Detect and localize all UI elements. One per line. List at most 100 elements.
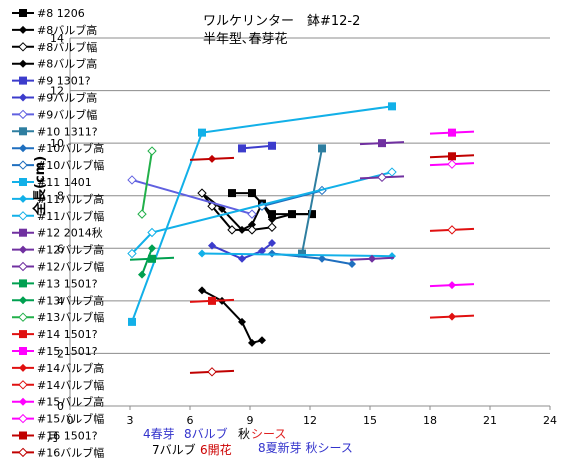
legend-item: #12バルブ高 — [12, 243, 104, 257]
data-point — [147, 227, 157, 238]
series-17 — [138, 244, 156, 279]
legend-marker — [19, 194, 27, 203]
series-line — [301, 148, 323, 254]
data-point — [378, 139, 386, 148]
series-18 — [137, 146, 157, 219]
legend-marker — [19, 127, 27, 136]
y-axis-label: 全長(cm) — [32, 156, 48, 216]
data-point — [268, 210, 276, 219]
series — [127, 102, 475, 377]
data-point — [388, 102, 396, 111]
legend-label: #14 1501? — [37, 328, 98, 341]
legend-marker — [18, 261, 28, 272]
data-point — [127, 248, 137, 259]
legend-item: #14バルブ高 — [12, 361, 104, 375]
annotation-summer-bud: 8夏新芽 秋シース — [258, 440, 353, 455]
data-point — [248, 220, 256, 229]
legend-marker — [19, 245, 27, 254]
data-point — [138, 270, 146, 279]
x-tick-label: 3 — [127, 414, 134, 427]
legend-item: #13 1501? — [12, 277, 98, 290]
legend-marker — [18, 109, 28, 120]
legend-item: #15バルブ幅 — [12, 412, 104, 426]
series-6 — [127, 175, 257, 219]
legend-marker — [19, 9, 27, 17]
series-line — [141, 150, 153, 215]
legend-marker — [18, 160, 28, 170]
legend-marker — [18, 447, 28, 458]
legend-item: #8バルブ高 — [12, 23, 97, 37]
series-line — [141, 247, 153, 275]
series-16 — [129, 254, 175, 263]
x-tick-label: 15 — [363, 414, 377, 427]
legend-item: #8バルブ幅 — [12, 40, 97, 54]
series-10 — [128, 102, 396, 326]
series-line — [131, 171, 393, 255]
data-point — [198, 249, 206, 258]
legend-label: #14バルブ幅 — [37, 378, 104, 392]
legend-item: #11バルブ高 — [12, 192, 104, 206]
legend-item: #8 1206 — [12, 7, 85, 20]
data-point — [208, 241, 216, 250]
x-tick-label: 0 — [67, 414, 74, 427]
data-point — [268, 239, 276, 248]
series-3 — [198, 286, 266, 347]
legend-label: #10バルブ高 — [37, 141, 104, 155]
legend-label: #12バルブ高 — [37, 243, 104, 257]
data-point — [137, 209, 147, 219]
chart-title: ワルケリンター 鉢#12-2 — [203, 14, 360, 29]
data-point — [268, 141, 276, 150]
legend-marker — [19, 431, 27, 440]
data-point — [448, 128, 456, 137]
series-19 — [189, 296, 235, 305]
annotation-spring-bud: 4春芽 — [143, 427, 175, 441]
data-point — [447, 159, 457, 169]
legend-label: #9バルブ幅 — [37, 107, 97, 121]
data-point — [238, 317, 246, 326]
legend-label: #14バルブ高 — [37, 361, 104, 375]
series-13 — [359, 139, 405, 148]
legend-label: #16 1501? — [37, 430, 98, 443]
legend-marker — [19, 347, 27, 355]
legend-item: #12 2014秋 — [12, 226, 103, 240]
legend-marker — [18, 413, 28, 424]
legend-marker — [19, 59, 27, 68]
series-20 — [429, 128, 475, 137]
legend-label: #8バルブ高 — [37, 23, 97, 37]
data-point — [147, 146, 157, 156]
x-tick-label: 12 — [303, 414, 317, 427]
legend-label: #11 1401 — [37, 176, 92, 189]
data-point — [227, 225, 237, 235]
x-axis-label: 月 — [47, 430, 59, 444]
legend-item: #10バルブ高 — [12, 141, 104, 155]
legend-marker — [18, 380, 28, 390]
legend-label: #13 1501? — [37, 277, 98, 290]
legend-item: #11 1401 — [12, 176, 92, 189]
series-line — [131, 178, 253, 216]
series-26 — [189, 367, 235, 377]
annotation-autumn: 秋 — [238, 427, 250, 441]
legend-label: #10バルブ幅 — [37, 158, 104, 172]
legend-item: #10バルブ幅 — [12, 158, 104, 172]
data-point — [448, 281, 456, 290]
data-point — [148, 244, 156, 253]
data-point — [248, 338, 256, 347]
legend-marker — [19, 330, 27, 339]
data-point — [198, 286, 206, 295]
annotations: 4春芽 8バルブ 秋 シース 7バルブ 6開花 8夏新芽 秋シース — [143, 426, 353, 457]
chart-subtitle: 半年型､春芽花 — [203, 31, 288, 47]
legend-label: #15 1501? — [37, 345, 98, 358]
annotation-bulb-7: 7バルブ — [152, 442, 196, 457]
series-8 — [268, 249, 356, 269]
legend-marker — [19, 25, 27, 34]
series-24 — [429, 159, 475, 169]
legend-item: #15バルブ高 — [12, 395, 104, 409]
series-7 — [298, 144, 326, 258]
legend-label: #11バルブ高 — [37, 192, 104, 206]
legend-label: #13バルブ高 — [37, 293, 104, 307]
legend-label: #9 1301? — [37, 75, 91, 88]
legend-marker — [19, 363, 27, 372]
data-point — [208, 154, 216, 163]
data-point — [197, 188, 207, 198]
data-point — [248, 189, 256, 198]
